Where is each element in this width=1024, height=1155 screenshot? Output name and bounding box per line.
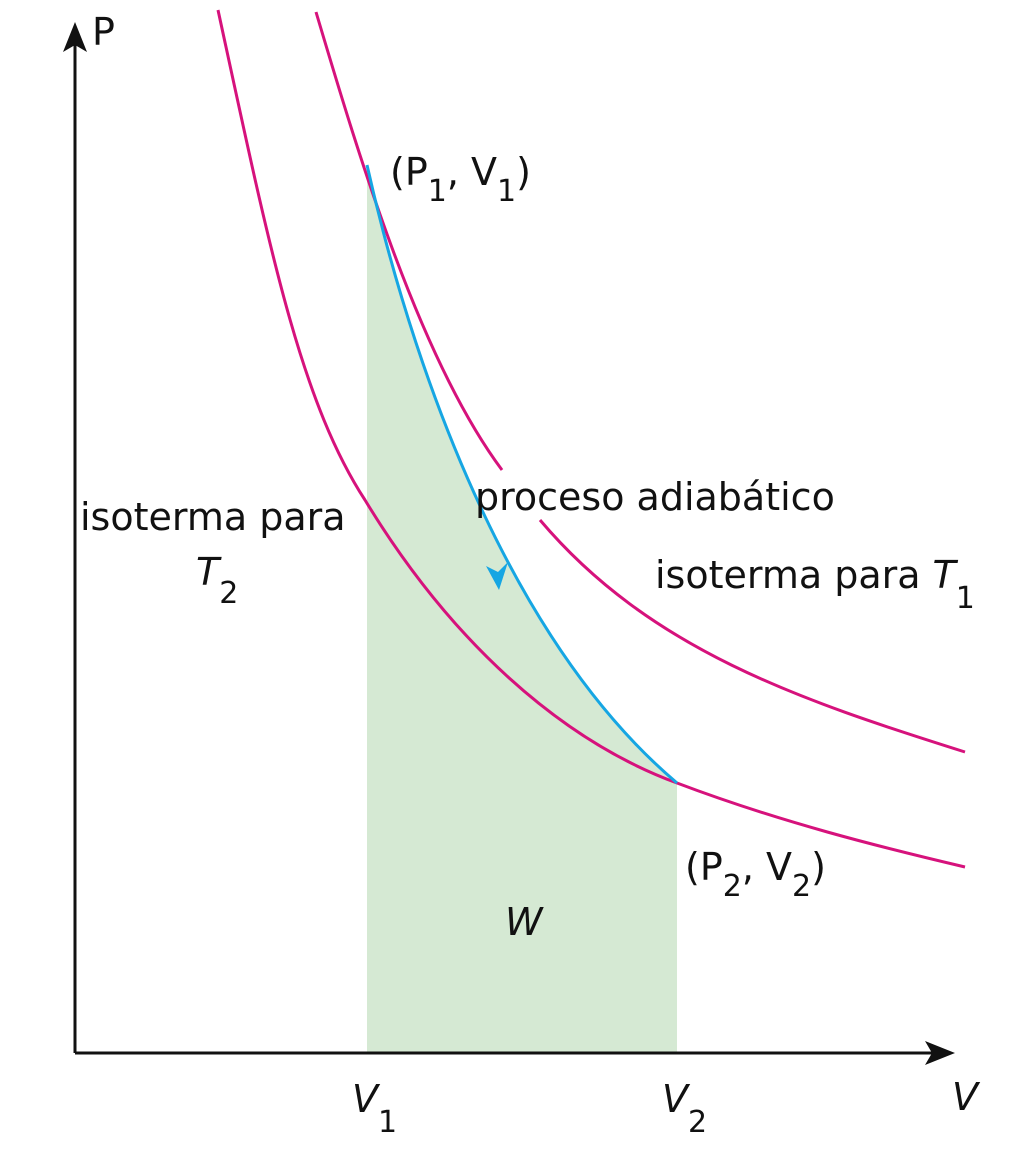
point-part: (P xyxy=(390,150,428,194)
point-part: (P xyxy=(685,845,723,889)
point-part: ) xyxy=(516,150,531,194)
point-part: , V xyxy=(742,845,792,889)
x-axis-label: V xyxy=(952,1075,981,1119)
point-sub: 1 xyxy=(497,174,516,209)
adiabatic-curve xyxy=(365,164,678,785)
point-sub: 1 xyxy=(428,174,447,209)
point-sub: 2 xyxy=(723,869,742,904)
isotherm-t1-label: isoterma para T1 xyxy=(655,553,975,616)
point-sub: 2 xyxy=(792,869,811,904)
point-2: (P2, V2) xyxy=(685,845,826,904)
t1-text: isoterma para xyxy=(655,553,921,597)
isotherm-t2-var: T2 xyxy=(196,550,238,611)
v1-sub: 1 xyxy=(378,1105,397,1140)
v2-label: V2 xyxy=(662,1077,707,1140)
isotherm-t2 xyxy=(216,9,966,869)
isotherm-t1 xyxy=(314,11,504,471)
adiabatic-arrow xyxy=(486,562,508,590)
point-part: , V xyxy=(447,150,497,194)
isotherm-t1 xyxy=(538,519,966,754)
t2-sub: 2 xyxy=(219,576,238,611)
t1-base: T xyxy=(933,553,959,597)
point-part: ) xyxy=(811,845,826,889)
isotherm-t2-label: isoterma para xyxy=(80,495,346,539)
adiabatic-label: proceso adiabático xyxy=(475,475,835,519)
point-1: (P1, V1) xyxy=(390,150,531,209)
work-area xyxy=(367,165,677,1053)
v2-sub: 2 xyxy=(688,1105,707,1140)
x-arrow xyxy=(925,1041,955,1065)
y-arrow xyxy=(63,22,87,52)
v1-label: V1 xyxy=(352,1077,397,1140)
work-label: W xyxy=(505,900,544,944)
t1-sub: 1 xyxy=(956,581,975,616)
t2-base: T xyxy=(196,550,222,594)
v2-base: V xyxy=(662,1077,691,1121)
y-axis-label: P xyxy=(92,10,115,54)
v1-base: V xyxy=(352,1077,381,1121)
